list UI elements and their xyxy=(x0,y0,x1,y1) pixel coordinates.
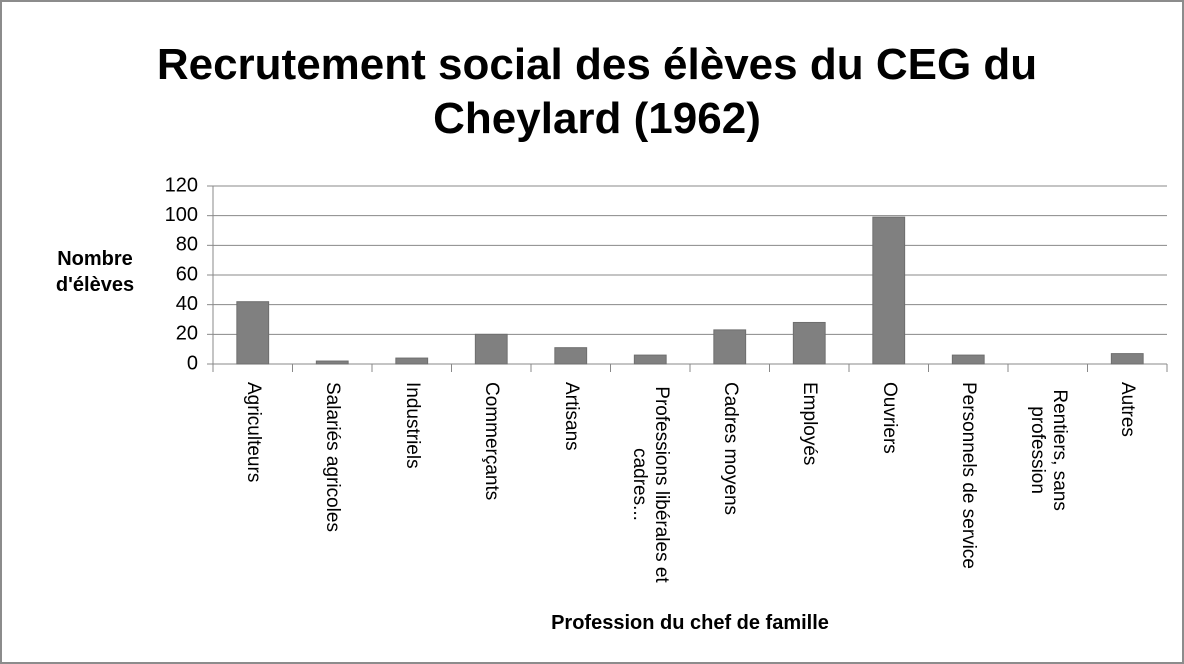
y-tick-label: 20 xyxy=(176,323,198,345)
x-tick-label: Agriculteurs xyxy=(242,382,264,483)
bar xyxy=(474,333,508,365)
bar xyxy=(872,216,906,365)
x-tick-label: Autres xyxy=(1117,382,1139,437)
y-tick-label: 80 xyxy=(176,234,198,256)
y-tick-label: 60 xyxy=(176,263,198,285)
bar xyxy=(633,354,667,365)
bar xyxy=(315,360,349,365)
x-tick-label: Rentiers, sans profession xyxy=(1026,389,1070,511)
chart-title: Recrutement social des élèves du CEG du … xyxy=(156,40,1038,143)
y-axis-title: Nombre d'élèves xyxy=(55,248,135,296)
bar xyxy=(792,321,826,365)
x-tick-label: Artisans xyxy=(560,382,582,451)
y-tick-label: 100 xyxy=(165,204,198,226)
x-tick-label: Personnels de service xyxy=(958,382,980,569)
x-tick-label: Ouvriers xyxy=(878,382,900,454)
bar xyxy=(951,354,985,365)
bar xyxy=(713,329,747,365)
x-tick-label: Salariés agricoles xyxy=(322,382,344,532)
y-tick-label: 40 xyxy=(176,293,198,315)
bar xyxy=(236,301,270,365)
x-tick-label: Employés xyxy=(799,382,821,466)
y-tick-label: 120 xyxy=(165,174,198,196)
x-tick-label: Professions libérales et cadres... xyxy=(629,386,673,583)
y-tick-label: 0 xyxy=(187,352,198,374)
x-tick-label: Industriels xyxy=(401,382,423,469)
x-axis-title: Profession du chef de famille xyxy=(551,612,829,634)
x-tick-label: Cadres moyens xyxy=(719,382,741,516)
bar xyxy=(1110,353,1144,365)
bar xyxy=(395,357,429,365)
bar xyxy=(554,347,588,365)
x-tick-label: Commerçants xyxy=(481,382,503,501)
